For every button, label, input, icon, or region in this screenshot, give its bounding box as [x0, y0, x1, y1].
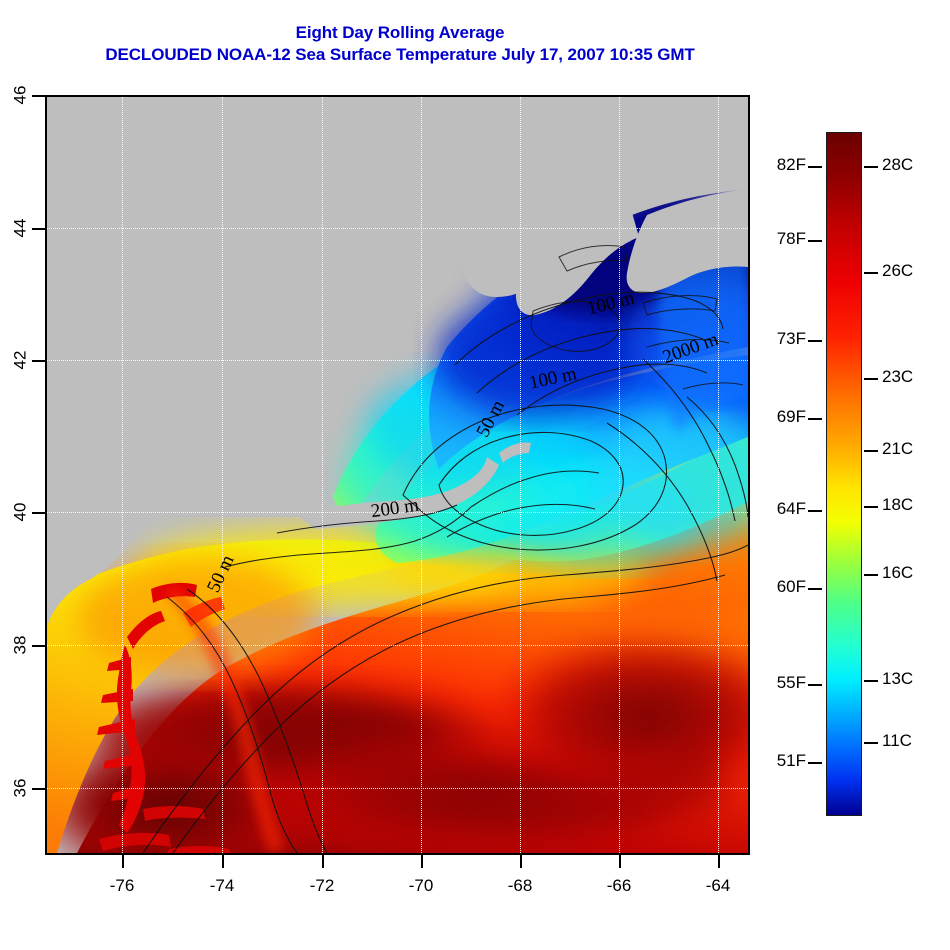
lat-label-44: 44: [0, 218, 30, 238]
lon-label-72: -72: [309, 876, 335, 895]
lon-tick-66: [619, 855, 621, 868]
lat-label-text: 40: [10, 502, 30, 522]
lat-label-text: 44: [10, 218, 30, 238]
lat-tick-36: [32, 788, 45, 790]
lat-label-text: 46: [10, 85, 30, 105]
cb-label-60f: 60F: [776, 577, 806, 596]
lat-tick-42: [32, 360, 45, 362]
cb-tick-82f: [808, 166, 822, 168]
lat-tick-40: [32, 512, 45, 514]
cb-label-82f: 82F: [776, 155, 806, 174]
cb-label-51f: 51F: [776, 751, 806, 770]
cb-tick-73f: [808, 340, 822, 342]
cb-label-16c: 16C: [882, 563, 914, 582]
lat-label-36: 36: [0, 778, 30, 798]
cb-tick-18c: [864, 506, 878, 508]
cb-tick-26c: [864, 272, 878, 274]
cb-tick-21c: [864, 450, 878, 452]
lon-tick-74: [222, 855, 224, 868]
cb-label-18c: 18C: [882, 495, 914, 514]
cb-label-13c: 13C: [882, 669, 914, 688]
map-plot-area: 100 m 2000 m 100 m 50 m 200 m 50 m: [45, 95, 750, 855]
cb-label-11c: 11C: [882, 731, 912, 750]
lon-tick-76: [122, 855, 124, 868]
lon-tick-72: [322, 855, 324, 868]
lat-label-text: 36: [10, 778, 30, 798]
cb-label-21c: 21C: [882, 439, 914, 458]
cb-label-55f: 55F: [776, 673, 806, 692]
cb-label-26c: 26C: [882, 261, 914, 280]
lon-tick-64: [718, 855, 720, 868]
lat-label-46: 46: [0, 85, 30, 105]
cb-label-73f: 73F: [776, 329, 806, 348]
cb-tick-55f: [808, 684, 822, 686]
cb-tick-78f: [808, 240, 822, 242]
sst-heatmap: [47, 97, 748, 853]
cb-label-69f: 69F: [776, 407, 806, 426]
cb-tick-11c: [864, 742, 878, 744]
cb-tick-13c: [864, 680, 878, 682]
colorbar-gradient-box: [826, 132, 862, 816]
cb-label-64f: 64F: [776, 499, 806, 518]
lon-label-64: -64: [705, 876, 731, 895]
lat-label-text: 38: [10, 635, 30, 655]
cb-label-28c: 28C: [882, 155, 914, 174]
lat-label-42: 42: [0, 350, 30, 370]
lat-tick-38: [32, 645, 45, 647]
lon-tick-68: [520, 855, 522, 868]
cb-tick-64f: [808, 510, 822, 512]
lat-tick-46: [32, 95, 45, 97]
title-line-1: Eight Day Rolling Average: [295, 23, 505, 42]
lon-label-70: -70: [408, 876, 434, 895]
cb-tick-23c: [864, 378, 878, 380]
lon-label-68: -68: [507, 876, 533, 895]
cb-tick-28c: [864, 166, 878, 168]
cb-label-78f: 78F: [776, 229, 806, 248]
lat-label-text: 42: [10, 350, 30, 370]
cb-tick-51f: [808, 762, 822, 764]
cb-tick-16c: [864, 574, 878, 576]
cb-tick-60f: [808, 588, 822, 590]
lat-label-38: 38: [0, 635, 30, 655]
lon-label-74: -74: [209, 876, 235, 895]
lat-label-40: 40: [0, 502, 30, 522]
lon-label-76: -76: [109, 876, 135, 895]
colorbar-gradient-fill: [827, 133, 861, 815]
lon-tick-70: [421, 855, 423, 868]
cb-label-23c: 23C: [882, 367, 914, 386]
title-line-2: DECLOUDED NOAA-12 Sea Surface Temperatur…: [105, 44, 695, 64]
cb-tick-69f: [808, 418, 822, 420]
lat-tick-44: [32, 228, 45, 230]
chart-title: Eight Day Rolling Average DECLOUDED NOAA…: [0, 22, 800, 66]
lon-label-66: -66: [606, 876, 632, 895]
